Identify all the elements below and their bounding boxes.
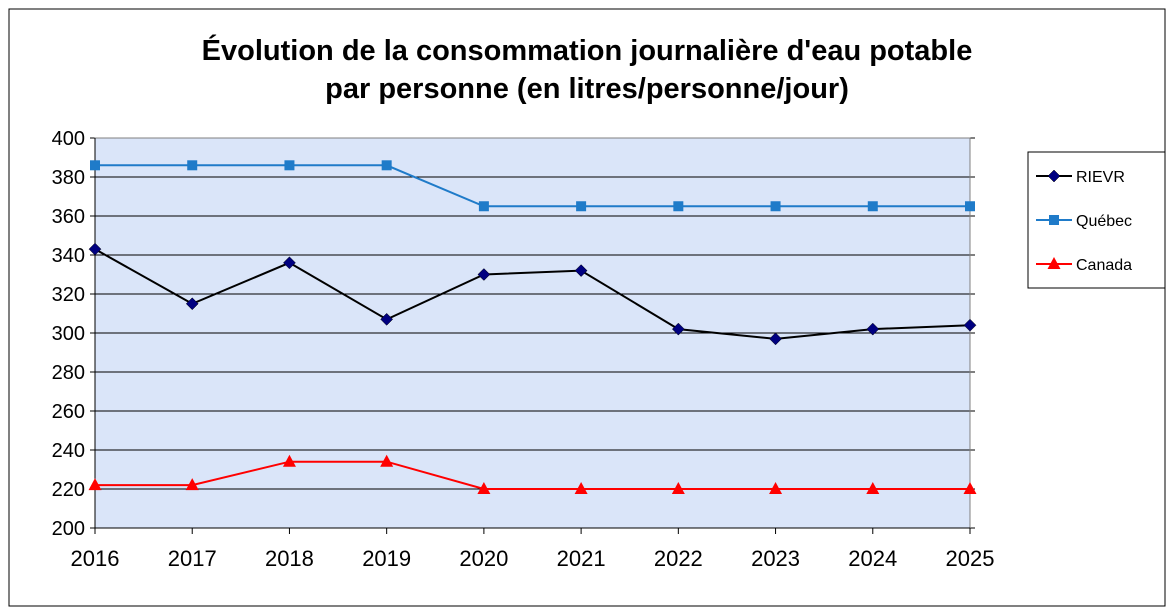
x-tick-label: 2022 xyxy=(654,546,703,571)
point-marker xyxy=(769,332,782,346)
point-marker xyxy=(671,322,685,336)
point-marker xyxy=(866,482,880,494)
point-marker xyxy=(88,242,102,256)
y-tick-label: 300 xyxy=(52,323,85,345)
y-tick-label: 380 xyxy=(52,167,85,189)
point-marker xyxy=(381,160,392,171)
y-tick-label: 320 xyxy=(52,284,85,306)
point-marker xyxy=(187,160,198,171)
legend-label: Canada xyxy=(1076,257,1132,274)
x-tick-label: 2016 xyxy=(71,546,120,571)
point-marker xyxy=(1049,215,1059,225)
point-marker xyxy=(88,478,102,491)
point-marker xyxy=(576,201,587,212)
y-tick-label: 240 xyxy=(52,440,85,462)
point-marker xyxy=(185,297,199,311)
x-tick-label: 2024 xyxy=(848,546,897,571)
point-marker xyxy=(673,201,684,212)
x-tick-label: 2017 xyxy=(168,546,217,571)
y-tick-label: 400 xyxy=(52,128,85,150)
chart-title: Évolution de la consommation journalière… xyxy=(201,35,973,105)
x-tick-label: 2025 xyxy=(946,546,995,571)
point-marker xyxy=(380,312,394,326)
point-marker xyxy=(574,482,588,494)
legend-label: RIEVR xyxy=(1076,169,1125,186)
point-marker xyxy=(282,454,296,467)
y-tick-label: 360 xyxy=(52,206,85,228)
series-line xyxy=(94,248,971,340)
series-line xyxy=(95,164,970,208)
y-tick-label: 260 xyxy=(52,401,85,423)
point-marker xyxy=(284,160,295,171)
point-marker xyxy=(866,322,880,336)
point-marker xyxy=(963,482,977,494)
legend-label: Québec xyxy=(1076,213,1132,230)
point-marker xyxy=(1047,169,1061,183)
point-marker xyxy=(574,264,588,277)
series-line xyxy=(95,460,970,490)
point-marker xyxy=(90,160,100,171)
x-tick-label: 2023 xyxy=(751,546,800,571)
y-tick-label: 280 xyxy=(52,362,85,384)
point-marker xyxy=(769,482,783,494)
point-marker xyxy=(770,201,781,212)
y-tick-label: 220 xyxy=(52,479,85,501)
point-marker xyxy=(477,482,491,494)
point-marker xyxy=(477,268,491,281)
point-marker xyxy=(1047,257,1061,269)
x-tick-label: 2019 xyxy=(362,546,411,571)
x-tick-label: 2021 xyxy=(557,546,606,571)
y-tick-label: 200 xyxy=(52,518,85,540)
point-marker xyxy=(963,318,977,332)
x-tick-label: 2018 xyxy=(265,546,314,571)
point-marker xyxy=(185,478,199,491)
x-tick-label: 2020 xyxy=(459,546,508,571)
point-marker xyxy=(380,454,394,467)
point-marker xyxy=(867,201,878,212)
y-tick-label: 340 xyxy=(52,245,85,267)
point-marker xyxy=(671,482,685,494)
point-marker xyxy=(283,256,296,270)
point-marker xyxy=(965,201,975,212)
point-marker xyxy=(478,201,489,212)
